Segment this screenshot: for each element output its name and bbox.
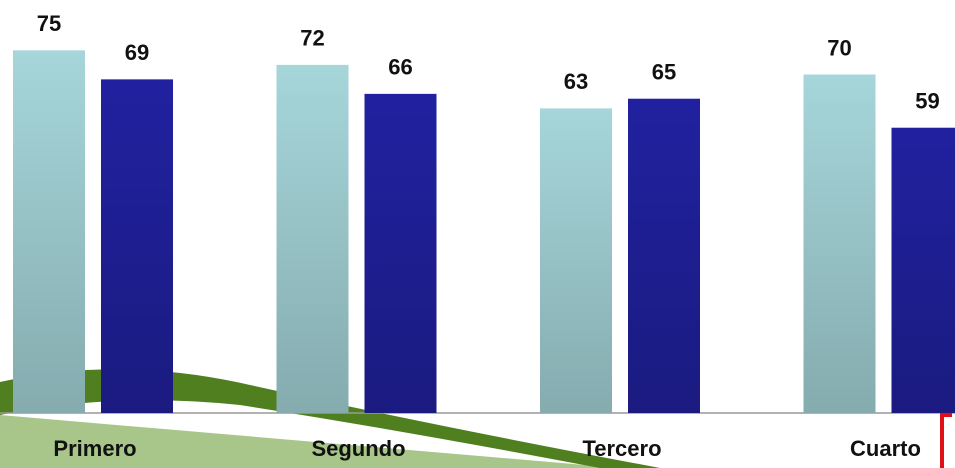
bracket xyxy=(940,413,952,468)
bar-shade xyxy=(276,64,349,413)
x-tick-label: Tercero xyxy=(582,436,661,461)
bar-shade xyxy=(364,93,437,413)
bar-shade xyxy=(628,98,700,414)
value-label: 66 xyxy=(388,55,412,80)
value-label: 69 xyxy=(125,40,149,65)
value-label: 70 xyxy=(827,35,851,60)
bar-shade xyxy=(540,108,612,414)
value-label: 72 xyxy=(300,26,324,51)
value-label: 63 xyxy=(564,69,588,94)
bar-shade xyxy=(803,74,876,413)
value-label: 65 xyxy=(652,60,676,85)
value-label: 75 xyxy=(37,11,61,36)
bar-shade xyxy=(13,50,85,414)
bar-shade xyxy=(101,79,173,413)
swoosh-light xyxy=(0,415,620,468)
bar-shade xyxy=(891,127,955,413)
x-tick-label: Cuarto xyxy=(850,436,921,461)
x-tick-label: Primero xyxy=(53,436,136,461)
x-tick-label: Segundo xyxy=(311,436,405,461)
value-label: 59 xyxy=(915,89,939,114)
